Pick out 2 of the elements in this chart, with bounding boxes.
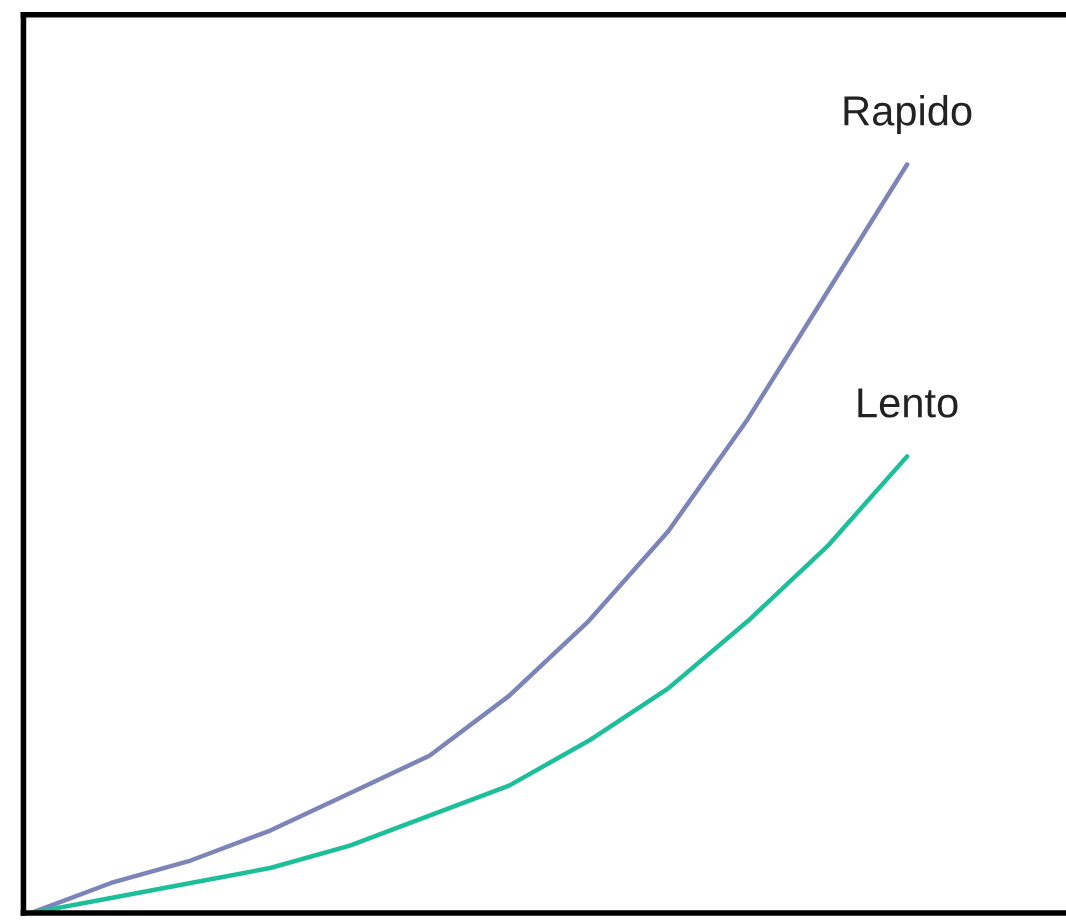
series-label: Lento	[858, 388, 958, 418]
series-label: Rapido	[844, 95, 972, 134]
